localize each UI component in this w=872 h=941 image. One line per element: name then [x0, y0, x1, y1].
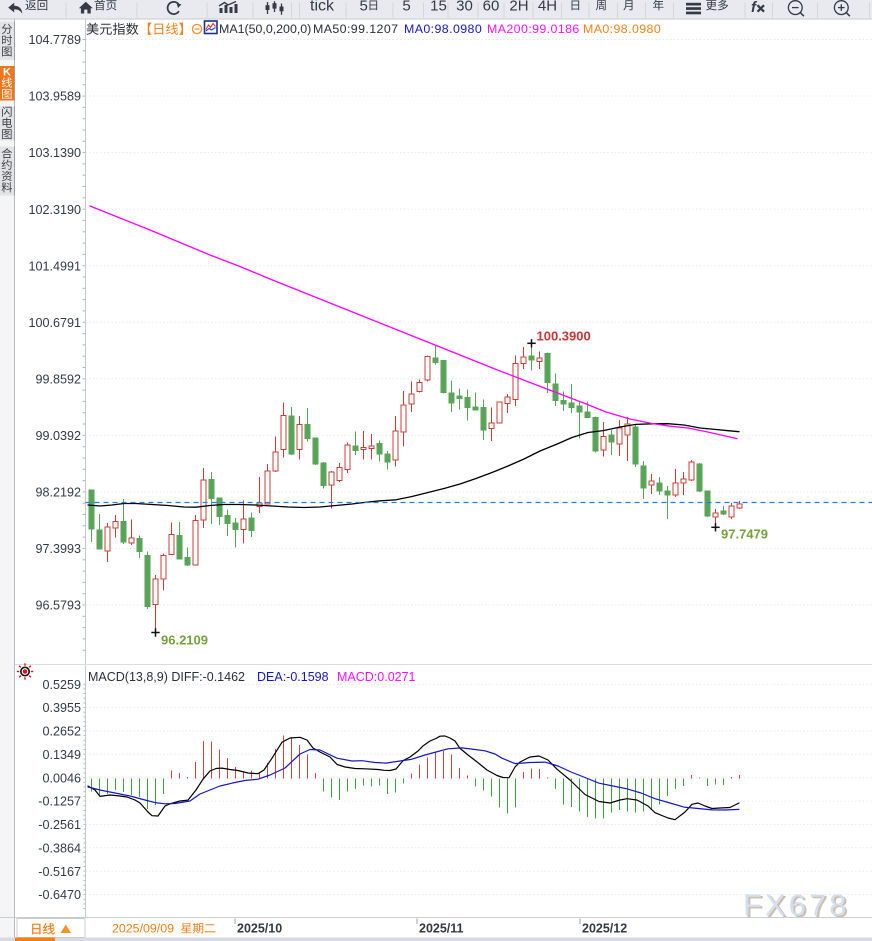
svg-text:0.1349: 0.1349: [42, 748, 81, 762]
svg-text:5: 5: [360, 0, 368, 14]
svg-text:100.3900: 100.3900: [537, 329, 591, 344]
svg-text:2025/11: 2025/11: [419, 922, 464, 936]
svg-text:104.7789: 104.7789: [28, 33, 81, 47]
svg-text:15: 15: [430, 0, 447, 14]
svg-text:2025/09/09: 2025/09/09: [112, 922, 174, 936]
svg-text:MA0:98.0980: MA0:98.0980: [583, 22, 661, 36]
svg-text:0.3955: 0.3955: [42, 701, 81, 715]
svg-text:K: K: [3, 67, 11, 79]
svg-text:0.2652: 0.2652: [42, 725, 81, 739]
svg-text:100.6791: 100.6791: [28, 316, 81, 330]
svg-text:101.4991: 101.4991: [28, 259, 81, 273]
svg-text:60: 60: [483, 0, 500, 14]
svg-text:DEA:-0.1598: DEA:-0.1598: [257, 670, 329, 684]
svg-text:MA50:99.1207: MA50:99.1207: [313, 22, 398, 36]
svg-text:FX678: FX678: [745, 889, 851, 924]
svg-text:97.3993: 97.3993: [35, 542, 81, 556]
svg-text:97.7479: 97.7479: [721, 527, 768, 542]
svg-text:0.0046: 0.0046: [42, 771, 81, 785]
svg-text:MA1(50,0,200,0): MA1(50,0,200,0): [219, 22, 311, 36]
svg-text:MA200:99.0186: MA200:99.0186: [487, 22, 580, 36]
svg-text:-0.5167: -0.5167: [38, 865, 81, 879]
svg-text:5: 5: [402, 0, 410, 14]
svg-text:2025/10: 2025/10: [237, 922, 282, 936]
svg-text:MACD:0.0271: MACD:0.0271: [337, 670, 416, 684]
svg-text:99.8592: 99.8592: [35, 372, 81, 386]
svg-text:f: f: [751, 0, 758, 16]
svg-text:0.5259: 0.5259: [42, 678, 81, 692]
svg-text:4H: 4H: [538, 0, 557, 14]
svg-text:103.1390: 103.1390: [28, 146, 81, 160]
svg-text:-0.1257: -0.1257: [38, 795, 81, 809]
svg-text:-0.3864: -0.3864: [38, 841, 81, 855]
svg-text:2H: 2H: [509, 0, 528, 14]
svg-text:MA0:98.0980: MA0:98.0980: [404, 22, 482, 36]
svg-text:99.0392: 99.0392: [35, 429, 81, 443]
svg-text:-0.6470: -0.6470: [38, 888, 81, 902]
svg-text:30: 30: [456, 0, 473, 14]
svg-text:-0.2561: -0.2561: [38, 818, 81, 832]
svg-text:MACD(13,8,9) DIFF:-0.1462: MACD(13,8,9) DIFF:-0.1462: [88, 670, 245, 684]
svg-text:98.2192: 98.2192: [35, 486, 81, 500]
svg-text:FX678: FX678: [743, 888, 849, 923]
svg-text:96.2109: 96.2109: [161, 633, 208, 648]
svg-text:tick: tick: [310, 0, 335, 15]
svg-text:102.3190: 102.3190: [28, 203, 81, 217]
svg-text:96.5793: 96.5793: [35, 599, 81, 613]
svg-text:103.9589: 103.9589: [28, 90, 81, 104]
svg-text:2025/12: 2025/12: [582, 922, 627, 936]
